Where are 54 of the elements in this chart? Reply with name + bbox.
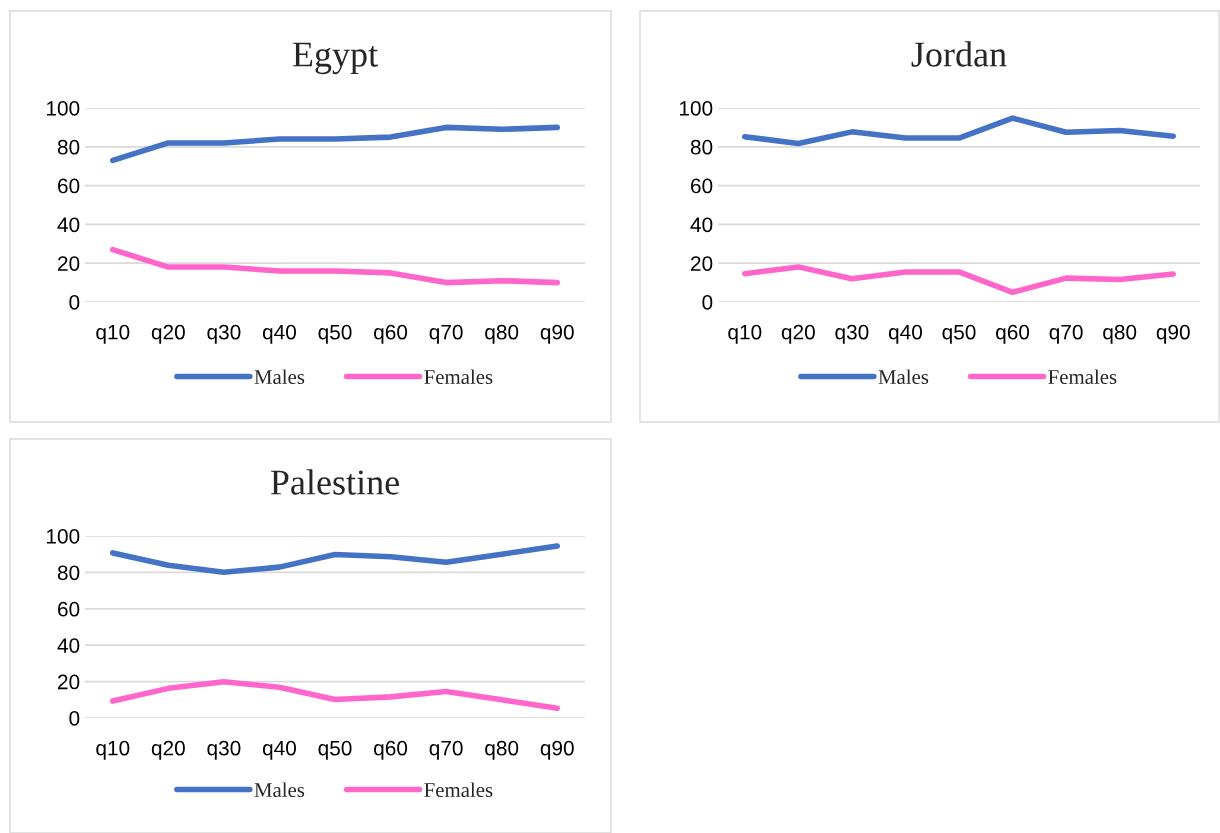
x-tick-label: q10	[96, 324, 130, 344]
x-tick-label: q80	[485, 740, 519, 760]
y-tick-label: 40	[57, 638, 80, 653]
x-tick-label: q20	[151, 324, 185, 344]
legend-label: Females	[424, 369, 493, 385]
y-tick-label: 80	[57, 139, 80, 155]
chart-title: Egypt	[292, 42, 378, 75]
x-tick-label: q50	[942, 324, 976, 344]
y-tick-label: 0	[702, 295, 713, 310]
legend-label: Females	[1048, 369, 1117, 385]
x-tick-label: q60	[374, 324, 408, 344]
x-tick-label: q60	[996, 324, 1030, 344]
y-tick-label: 40	[690, 217, 713, 233]
y-tick-label: 20	[691, 256, 713, 271]
x-tick-label: q10	[728, 324, 762, 344]
x-tick-label: q70	[1049, 324, 1083, 344]
y-tick-label: 20	[58, 256, 80, 271]
x-tick-label: q30	[207, 324, 241, 344]
x-tick-label: q20	[151, 740, 185, 760]
y-tick-label: 0	[69, 295, 80, 310]
legend-label: Males	[254, 782, 305, 798]
y-tick-label: 40	[57, 217, 80, 233]
y-tick-label: 0	[69, 711, 80, 726]
x-tick-label: q30	[835, 324, 869, 344]
x-tick-label: q90	[1156, 324, 1190, 344]
y-tick-label: 100	[46, 529, 80, 544]
x-tick-label: q30	[207, 740, 241, 760]
x-tick-label: q80	[1103, 324, 1137, 344]
x-tick-label: q50	[318, 324, 352, 344]
x-tick-label: q10	[96, 740, 130, 760]
x-tick-label: q60	[374, 740, 408, 760]
x-tick-label: q20	[781, 324, 815, 344]
y-tick-label: 80	[690, 139, 713, 155]
legend-label: Males	[878, 369, 929, 385]
y-tick-label: 100	[679, 101, 713, 116]
x-tick-label: q40	[262, 740, 297, 760]
x-tick-label: q90	[540, 324, 574, 344]
legend-label: Females	[424, 782, 493, 798]
y-tick-label: 60	[691, 178, 713, 194]
x-tick-label: q40	[262, 324, 297, 344]
x-tick-label: q70	[429, 324, 463, 344]
chart-title: Palestine	[270, 469, 399, 495]
x-tick-label: q40	[888, 324, 923, 344]
x-tick-label: q70	[429, 740, 463, 760]
y-tick-label: 100	[46, 101, 80, 116]
legend-label: Males	[254, 369, 305, 385]
y-tick-label: 60	[58, 178, 80, 194]
chart-title: Jordan	[911, 41, 1007, 67]
x-tick-label: q50	[318, 740, 352, 760]
y-tick-label: 60	[58, 601, 80, 617]
x-tick-label: q80	[485, 324, 519, 344]
y-tick-label: 80	[57, 565, 80, 581]
x-tick-label: q90	[540, 740, 574, 760]
y-tick-label: 20	[58, 674, 80, 690]
